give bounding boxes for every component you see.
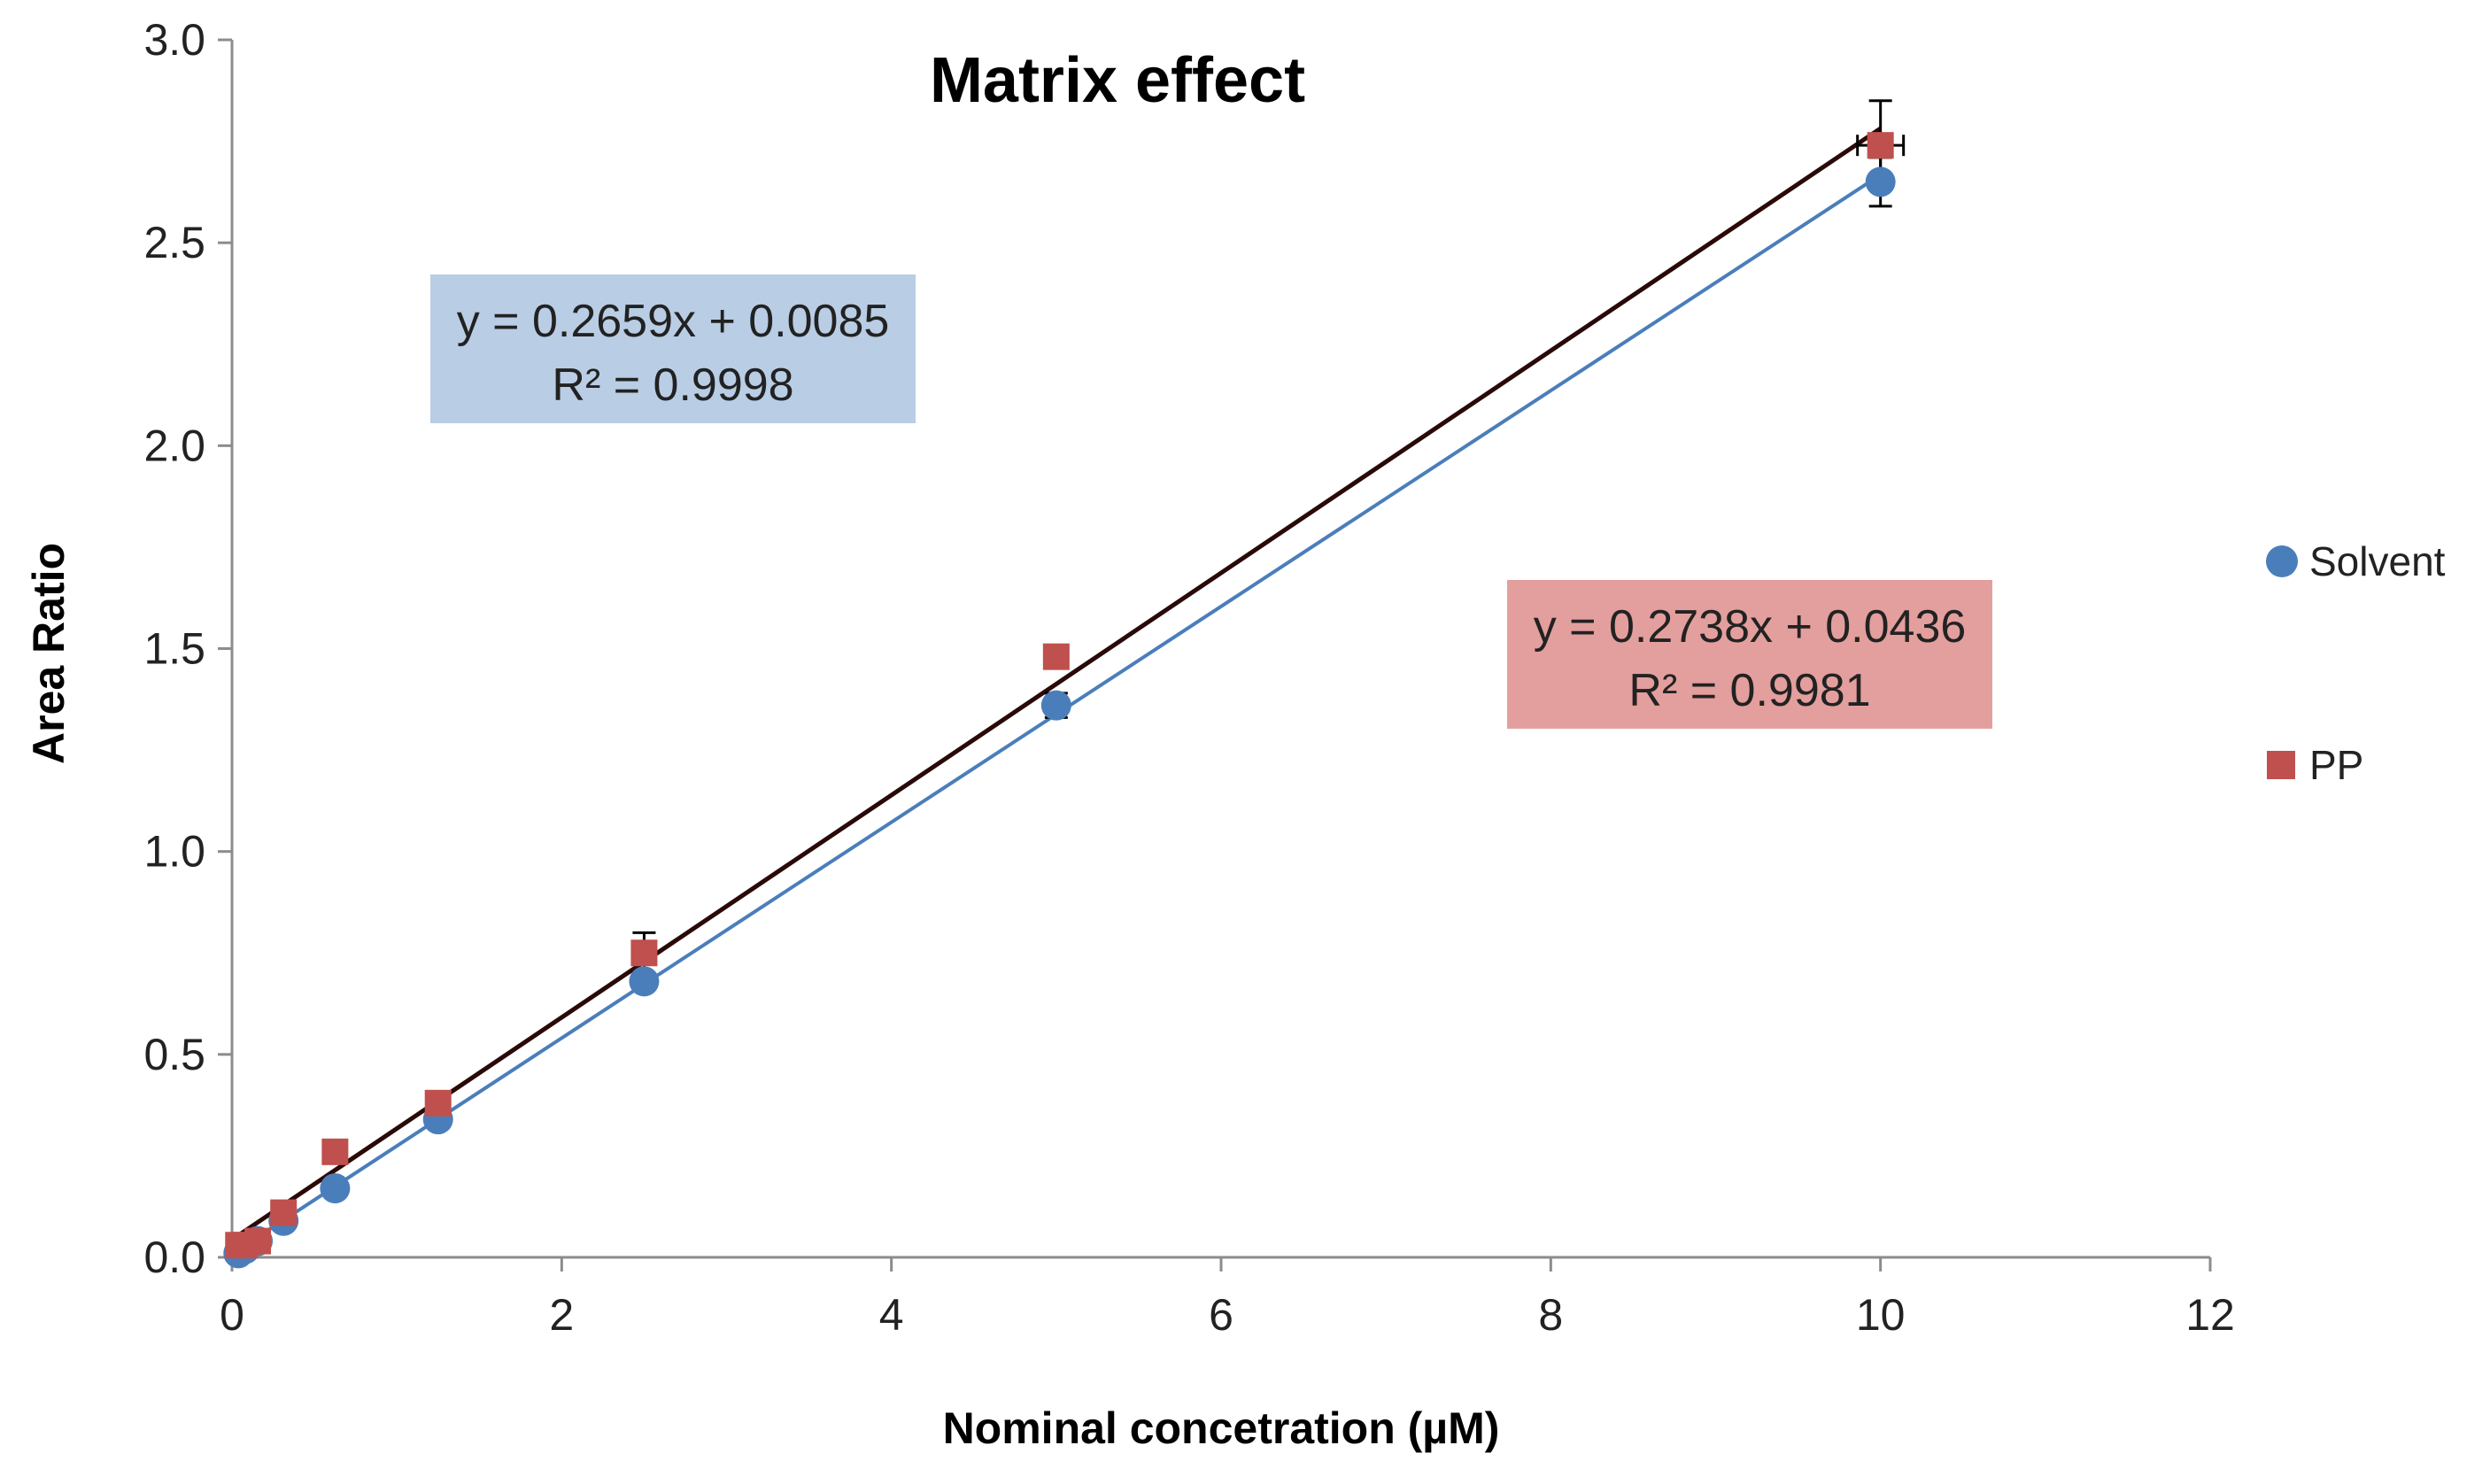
x-tick-label: 2	[549, 1290, 574, 1340]
pp-r2: R² = 0.9981	[1628, 665, 1870, 716]
data-points	[223, 132, 1896, 1269]
x-ticks: 0 2 4 6 8 10 12	[220, 1257, 2235, 1340]
y-tick-label: 0.5	[143, 1030, 205, 1079]
y-tick-label: 1.5	[143, 624, 205, 674]
x-tick-label: 4	[879, 1290, 904, 1340]
legend-pp-label: PP	[2309, 742, 2363, 788]
x-axis-label: Nominal concetration (µM)	[943, 1403, 1500, 1453]
solvent-r2: R² = 0.9998	[552, 359, 793, 411]
legend: Solvent PP	[2266, 538, 2446, 788]
pp-equation-box	[1507, 580, 1992, 729]
y-axis-label: Area Ratio	[24, 543, 73, 764]
x-tick-label: 10	[1856, 1290, 1906, 1340]
legend-solvent-marker	[2266, 545, 2298, 577]
y-tick-label: 0.0	[143, 1233, 205, 1282]
pp-equation: y = 0.2738x + 0.0436	[1534, 601, 1967, 653]
pp-point	[244, 1227, 272, 1255]
pp-point	[321, 1138, 349, 1165]
y-ticks: 0.0 0.5 1.0 1.5 2.0 2.5 3.0	[143, 15, 232, 1282]
pp-point	[270, 1199, 298, 1226]
x-tick-label: 6	[1209, 1290, 1233, 1340]
pp-point	[1867, 132, 1894, 159]
solvent-point	[320, 1173, 351, 1204]
y-tick-label: 1.0	[143, 827, 205, 877]
pp-point	[630, 939, 658, 967]
x-tick-label: 12	[2185, 1290, 2235, 1340]
x-tick-label: 8	[1538, 1290, 1563, 1340]
solvent-point	[1040, 690, 1071, 721]
y-tick-label: 3.0	[143, 15, 205, 65]
pp-trend-line	[230, 127, 1883, 1242]
solvent-point	[629, 966, 660, 997]
legend-solvent-label: Solvent	[2309, 538, 2446, 584]
pp-point	[1042, 643, 1070, 670]
y-tick-label: 2.5	[143, 218, 205, 267]
solvent-equation-box	[430, 274, 916, 423]
solvent-point	[1865, 166, 1896, 197]
pp-point	[424, 1089, 452, 1117]
y-tick-label: 2.0	[143, 421, 205, 470]
x-tick-label: 0	[220, 1290, 244, 1340]
chart-title: Matrix effect	[930, 45, 1305, 116]
solvent-equation: y = 0.2659x + 0.0085	[457, 296, 890, 347]
legend-pp-marker	[2267, 751, 2295, 779]
